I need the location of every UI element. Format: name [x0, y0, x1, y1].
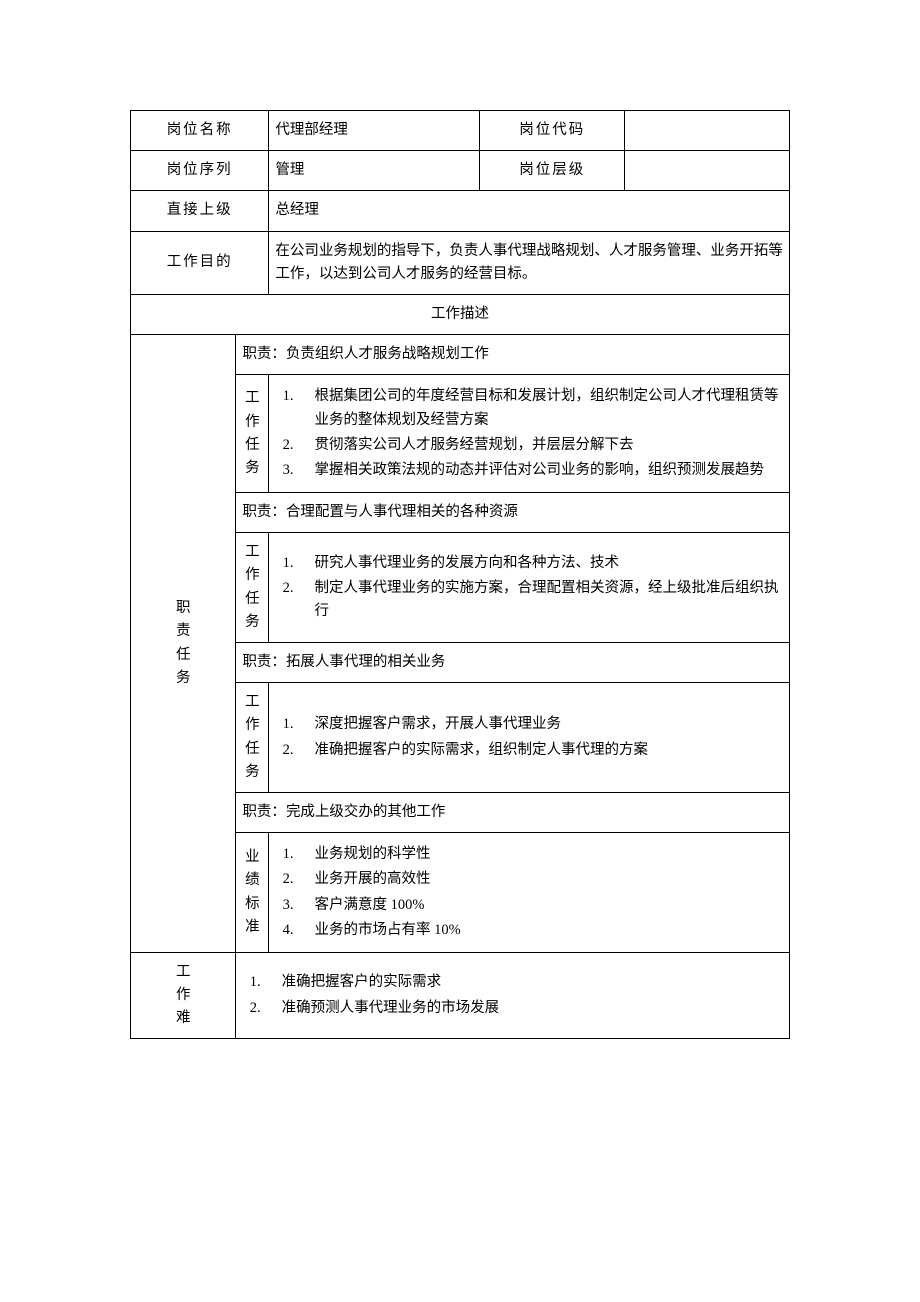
label-position-name: 岗位名称 [131, 111, 269, 151]
tasks-1: 1.研究人事代理业务的发展方向和各种方法、技术2.制定人事代理业务的实施方案，合… [269, 533, 790, 643]
duty-0: 职责：负责组织人才服务战略规划工作 [236, 335, 790, 375]
duty-prefix: 职责： [242, 654, 286, 670]
row-position-name: 岗位名称 代理部经理 岗位代码 [131, 111, 790, 151]
row-supervisor: 直接上级 总经理 [131, 191, 790, 231]
label-supervisor: 直接上级 [131, 191, 269, 231]
section-title: 工作描述 [131, 294, 790, 334]
tasks-0: 1.根据集团公司的年度经营目标和发展计划，组织制定公司人才代理租赁等业务的整体规… [269, 375, 790, 493]
duty-3-text: 完成上级交办的其他工作 [286, 804, 446, 820]
task-col-label-1: 工作任务 [236, 533, 269, 643]
label-purpose: 工作目的 [131, 231, 269, 294]
difficulties-list: 1.准确把握客户的实际需求2.准确预测人事代理业务的市场发展 [242, 971, 783, 1019]
performance-list: 1.业务规划的科学性2.业务开展的高效性3.客户满意度 100%4.业务的市场占… [275, 843, 783, 942]
label-series: 岗位序列 [131, 151, 269, 191]
duty-2: 职责：拓展人事代理的相关业务 [236, 643, 790, 683]
duty-prefix: 职责： [242, 504, 286, 520]
row-series: 岗位序列 管理 岗位层级 [131, 151, 790, 191]
tasks-1-list: 1.研究人事代理业务的发展方向和各种方法、技术2.制定人事代理业务的实施方案，合… [275, 552, 783, 624]
tasks-2: 1.深度把握客户需求，开展人事代理业务2.准确把握客户的实际需求，组织制定人事代… [269, 683, 790, 793]
job-description-table: 岗位名称 代理部经理 岗位代码 岗位序列 管理 岗位层级 直接上级 总经理 工作… [130, 110, 790, 1039]
difficulties-cell: 1.准确把握客户的实际需求2.准确预测人事代理业务的市场发展 [236, 952, 790, 1039]
duty-1: 职责：合理配置与人事代理相关的各种资源 [236, 493, 790, 533]
value-level [625, 151, 790, 191]
performance-cell: 1.业务规划的科学性2.业务开展的高效性3.客户满意度 100%4.业务的市场占… [269, 833, 790, 953]
label-level: 岗位层级 [480, 151, 625, 191]
value-purpose: 在公司业务规划的指导下，负责人事代理战略规划、人才服务管理、业务开拓等工作，以达… [269, 231, 790, 294]
side-label-performance: 业绩标准 [236, 833, 269, 953]
tasks-0-list: 1.根据集团公司的年度经营目标和发展计划，组织制定公司人才代理租赁等业务的整体规… [275, 385, 783, 482]
value-supervisor: 总经理 [269, 191, 790, 231]
row-duty-0: 职责任务 职责：负责组织人才服务战略规划工作 [131, 335, 790, 375]
row-section-title: 工作描述 [131, 294, 790, 334]
value-position-code [625, 111, 790, 151]
value-position-name: 代理部经理 [269, 111, 480, 151]
duty-prefix: 职责： [242, 346, 286, 362]
task-col-label-0: 工作任务 [236, 375, 269, 493]
duty-0-text: 负责组织人才服务战略规划工作 [286, 346, 489, 362]
duty-3: 职责：完成上级交办的其他工作 [236, 792, 790, 832]
side-label-responsibilities: 职责任务 [131, 335, 236, 953]
duty-2-text: 拓展人事代理的相关业务 [286, 654, 446, 670]
side-label-difficulties: 工作难 [131, 952, 236, 1039]
value-series: 管理 [269, 151, 480, 191]
side-label-text: 职责任务 [137, 597, 229, 690]
label-position-code: 岗位代码 [480, 111, 625, 151]
tasks-2-list: 1.深度把握客户需求，开展人事代理业务2.准确把握客户的实际需求，组织制定人事代… [275, 713, 783, 761]
duty-prefix: 职责： [242, 804, 286, 820]
duty-1-text: 合理配置与人事代理相关的各种资源 [286, 504, 518, 520]
task-col-label-2: 工作任务 [236, 683, 269, 793]
row-difficulties: 工作难 1.准确把握客户的实际需求2.准确预测人事代理业务的市场发展 [131, 952, 790, 1039]
row-purpose: 工作目的 在公司业务规划的指导下，负责人事代理战略规划、人才服务管理、业务开拓等… [131, 231, 790, 294]
